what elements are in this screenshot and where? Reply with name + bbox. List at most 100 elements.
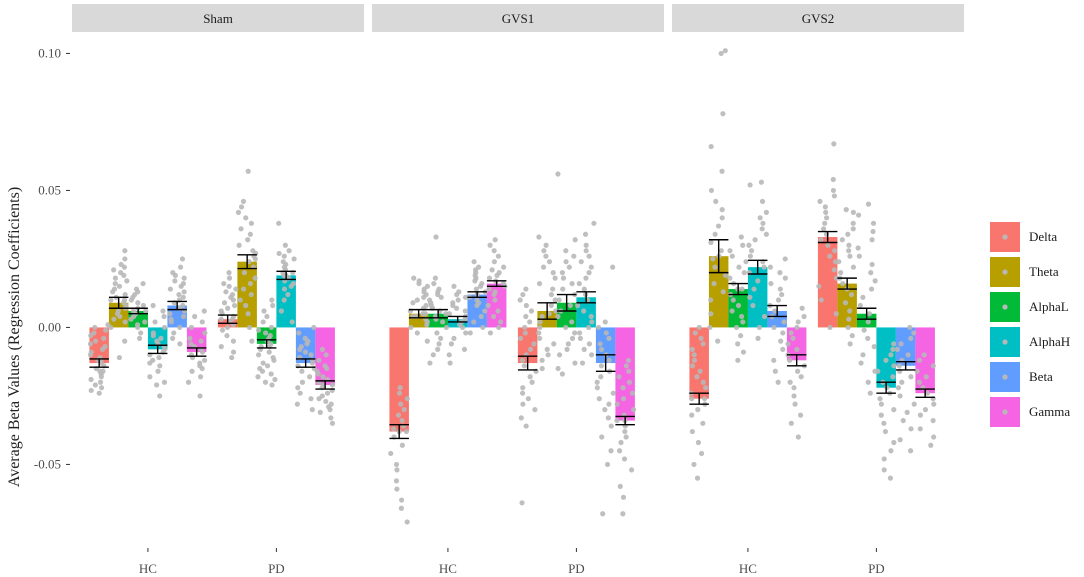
data-point xyxy=(532,407,538,413)
data-point xyxy=(423,302,429,309)
x-tick-label: HC xyxy=(439,561,457,576)
jitter-points xyxy=(87,48,937,525)
data-point xyxy=(838,270,844,276)
data-point xyxy=(236,242,242,248)
data-point xyxy=(398,505,404,511)
data-point xyxy=(555,365,561,372)
data-point xyxy=(122,319,128,325)
data-point xyxy=(715,338,721,344)
data-point xyxy=(453,305,460,311)
data-point xyxy=(914,368,920,374)
data-point xyxy=(298,344,304,350)
data-point xyxy=(408,324,414,331)
data-point xyxy=(172,278,178,284)
data-point xyxy=(243,302,249,309)
data-point xyxy=(552,297,558,303)
data-point xyxy=(569,335,576,341)
data-point xyxy=(299,379,306,385)
data-point xyxy=(398,401,404,407)
data-point xyxy=(223,289,229,295)
data-point xyxy=(748,248,755,254)
data-point xyxy=(719,207,725,213)
data-point xyxy=(440,319,446,325)
data-point xyxy=(185,379,192,385)
bar-alphah xyxy=(876,327,896,388)
data-point xyxy=(329,420,336,426)
data-point xyxy=(496,270,502,276)
data-point xyxy=(438,294,444,300)
data-point xyxy=(817,198,823,204)
data-point xyxy=(197,360,203,366)
data-point xyxy=(905,352,911,358)
facet-strips: Sham GVS1 GVS2 xyxy=(72,4,964,32)
data-point xyxy=(88,349,94,355)
data-point xyxy=(433,234,439,240)
data-point xyxy=(500,280,506,287)
data-point xyxy=(219,327,226,333)
data-point xyxy=(931,434,937,440)
data-point xyxy=(788,330,794,336)
data-point xyxy=(836,259,842,265)
data-point xyxy=(899,379,905,385)
x-tick-label: HC xyxy=(139,561,157,576)
data-point xyxy=(548,291,555,298)
data-point xyxy=(606,335,612,341)
data-point xyxy=(539,313,545,320)
data-point xyxy=(160,308,166,314)
data-point xyxy=(396,390,403,396)
data-point xyxy=(299,368,305,374)
data-point xyxy=(395,412,402,418)
data-point xyxy=(794,324,800,331)
data-point xyxy=(881,420,887,426)
data-point xyxy=(738,333,744,339)
data-point xyxy=(290,280,297,287)
data-point xyxy=(246,324,253,331)
data-point xyxy=(399,417,405,424)
data-point xyxy=(401,407,407,413)
data-point xyxy=(616,448,623,454)
data-point xyxy=(296,330,302,336)
data-point xyxy=(792,401,798,407)
data-point xyxy=(522,330,528,336)
data-point xyxy=(845,324,851,331)
data-point xyxy=(272,376,278,383)
data-point xyxy=(708,239,714,246)
data-point xyxy=(394,486,400,492)
data-point xyxy=(546,259,553,265)
data-point xyxy=(904,409,910,415)
data-point xyxy=(252,275,258,281)
data-point xyxy=(143,308,149,314)
data-point xyxy=(100,368,106,374)
data-point xyxy=(255,374,261,380)
data-point xyxy=(115,308,122,314)
data-point xyxy=(519,357,526,363)
data-point xyxy=(268,371,274,377)
legend-key-point xyxy=(1002,234,1008,240)
data-point xyxy=(328,401,334,407)
data-point xyxy=(871,344,877,350)
data-point xyxy=(98,385,105,391)
data-point xyxy=(225,305,231,311)
data-point xyxy=(564,346,570,352)
data-point xyxy=(827,253,833,259)
data-point xyxy=(197,374,204,380)
x-tick-label: PD xyxy=(868,561,885,576)
data-point xyxy=(735,357,741,363)
data-point xyxy=(576,330,583,336)
data-point xyxy=(623,434,629,440)
data-point xyxy=(328,415,334,421)
data-point xyxy=(715,223,722,229)
data-point xyxy=(708,297,714,303)
bars xyxy=(89,237,935,432)
data-point xyxy=(91,330,97,336)
data-point xyxy=(877,396,883,402)
data-point xyxy=(878,401,884,407)
y-tick-label: 0.10 xyxy=(38,45,61,60)
data-point xyxy=(438,335,444,341)
data-point xyxy=(188,324,195,331)
data-point xyxy=(740,319,746,325)
data-point xyxy=(763,209,769,215)
data-point xyxy=(865,201,872,207)
data-point xyxy=(719,168,725,174)
data-point xyxy=(616,374,622,380)
